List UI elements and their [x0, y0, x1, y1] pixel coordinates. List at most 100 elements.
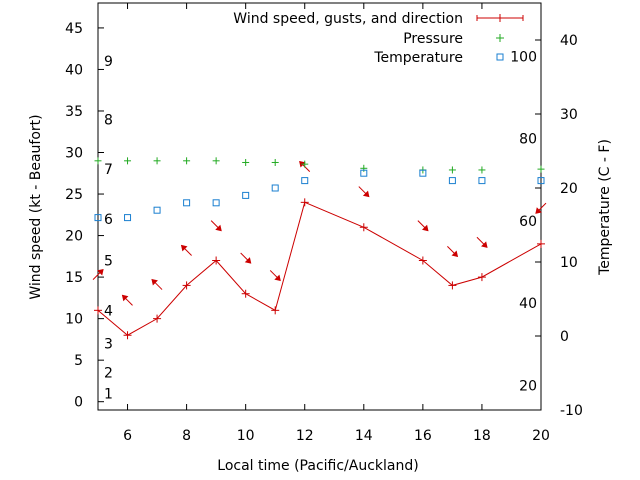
- y2-tick-label: 0: [560, 329, 569, 345]
- beaufort-label: 4: [104, 303, 113, 319]
- x-tick-label: 20: [532, 428, 550, 444]
- pressure-point: [124, 157, 132, 165]
- axes: 6 8 10 12 14 16 18 20051015202530354045-1001020…: [65, 3, 583, 444]
- gust-arrow: [180, 244, 192, 256]
- temperature-point: [183, 199, 191, 207]
- wind-point: [300, 198, 309, 207]
- wind-point: [153, 314, 162, 323]
- x-axis-label: Local time (Pacific/Auckland): [217, 458, 418, 474]
- gust-arrow: [151, 278, 163, 290]
- beaufort-label: 6: [104, 212, 113, 228]
- beaufort-label: 1: [104, 386, 113, 402]
- beaufort-label: 7: [104, 162, 113, 178]
- temperature-point: [537, 177, 545, 185]
- gust-arrow: [535, 202, 547, 214]
- fahrenheit-label: 80: [519, 132, 537, 148]
- pressure-point: [537, 165, 545, 173]
- temperature-point: [124, 214, 132, 222]
- temperature-point: [242, 191, 250, 199]
- gust-arrow: [476, 236, 488, 248]
- pressure-point: [360, 164, 368, 172]
- temperature-point: [94, 214, 102, 222]
- temperature-point: [271, 184, 279, 192]
- temperature-point: [448, 177, 456, 185]
- wind-point: [537, 239, 545, 248]
- series-layer: [92, 157, 547, 340]
- wind-point: [448, 281, 457, 290]
- pressure-point: [301, 160, 309, 168]
- gust-arrow: [447, 245, 459, 258]
- legend-label: Pressure: [403, 31, 463, 47]
- x-tick-label: 14: [355, 428, 373, 444]
- pressure-point: [478, 166, 486, 174]
- legend: Wind speed, gusts, and direction Pressure…: [233, 11, 524, 66]
- fahrenheit-label: 100: [510, 49, 537, 65]
- beaufort-label: 3: [104, 337, 113, 353]
- temperature-point: [153, 206, 161, 214]
- temperature-point: [360, 169, 368, 177]
- x-tick-label: 12: [296, 428, 314, 444]
- y-tick-label: 0: [74, 395, 83, 411]
- temperature-point: [212, 199, 220, 207]
- fahrenheit-label: 40: [519, 296, 537, 312]
- y2-tick-label: 20: [560, 181, 578, 197]
- gust-arrow: [269, 270, 281, 282]
- gust-arrow: [92, 268, 104, 280]
- pressure-point: [271, 158, 279, 166]
- pressure-point: [153, 157, 161, 165]
- wind-point: [182, 281, 191, 290]
- wind-speed-line: [97, 201, 542, 336]
- y2-tick-label: -10: [560, 403, 583, 419]
- gust-arrow: [210, 220, 222, 232]
- legend-label: Wind speed, gusts, and direction: [233, 11, 463, 27]
- y2-tick-label: 10: [560, 255, 578, 271]
- y-tick-label: 20: [65, 229, 83, 245]
- wind-point: [212, 256, 221, 265]
- wind-point: [477, 273, 486, 282]
- y-tick-label: 5: [74, 353, 83, 369]
- beaufort-label: 9: [104, 54, 113, 70]
- x-tick-label: 18: [473, 428, 491, 444]
- pressure-point: [242, 158, 250, 166]
- pressure-point: [183, 157, 191, 165]
- y2-axis-label: Temperature (C - F): [597, 139, 613, 276]
- gust-arrow: [240, 252, 252, 264]
- y-tick-label: 10: [65, 312, 83, 328]
- plot-frame: [97, 2, 542, 411]
- y2-tick-label: 30: [560, 107, 578, 123]
- gust-arrow: [358, 186, 370, 198]
- y-axis-label: Wind speed (kt - Beaufort): [28, 114, 44, 299]
- fahrenheit-label: 20: [519, 378, 537, 394]
- pressure-point: [212, 157, 220, 165]
- y-tick-label: 40: [65, 62, 83, 78]
- wind-point: [241, 289, 250, 298]
- y-tick-label: 30: [65, 146, 83, 162]
- beaufort-label: 2: [104, 366, 113, 382]
- wind-point: [359, 223, 368, 232]
- y-tick-label: 25: [65, 187, 83, 203]
- beaufort-label: 5: [104, 253, 113, 269]
- x-tick-label: 10: [237, 428, 255, 444]
- pressure-point: [94, 157, 102, 165]
- y2-tick-label: 40: [560, 33, 578, 49]
- x-tick-label: 6: [123, 428, 132, 444]
- temperature-point: [478, 177, 486, 185]
- wind-point: [271, 306, 280, 315]
- temperature-point: [419, 169, 427, 177]
- legend-swatch: [496, 34, 504, 42]
- pressure-point: [448, 166, 456, 174]
- x-tick-label: 16: [414, 428, 432, 444]
- gust-arrow: [417, 220, 429, 232]
- x-tick-label: 8: [182, 428, 191, 444]
- fahrenheit-label: 60: [519, 214, 537, 230]
- y-tick-label: 45: [65, 21, 83, 37]
- wind-point: [123, 331, 132, 340]
- legend-swatch: [476, 14, 524, 22]
- wind-point: [418, 256, 427, 265]
- wind-point: [94, 306, 102, 315]
- beaufort-label: 8: [104, 112, 113, 128]
- y-tick-label: 15: [65, 270, 83, 286]
- legend-swatch: [496, 53, 504, 61]
- y-tick-label: 35: [65, 104, 83, 120]
